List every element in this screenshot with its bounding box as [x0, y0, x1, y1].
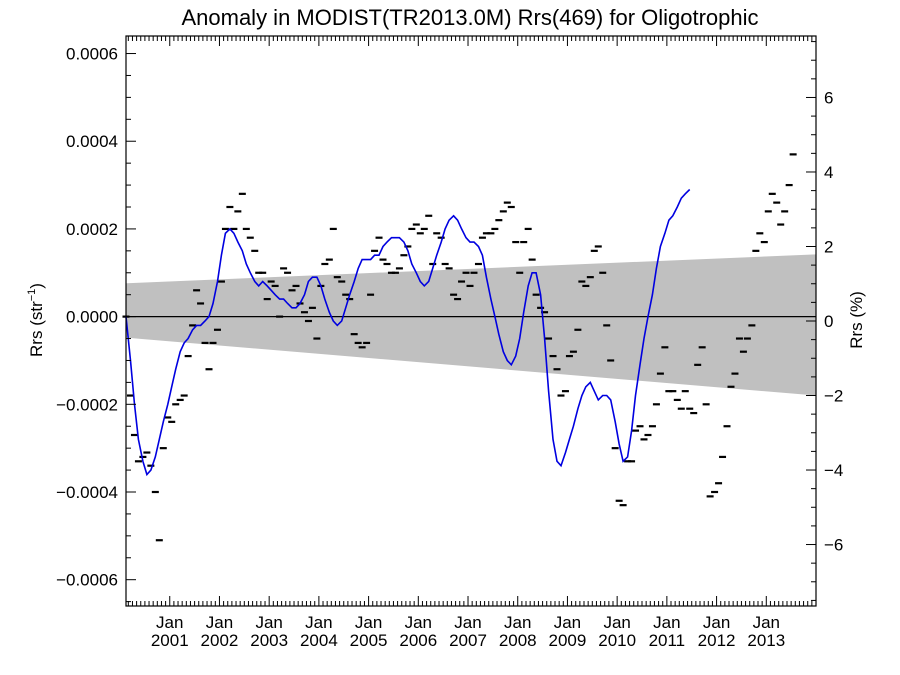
right-tick-label: 6	[824, 88, 833, 107]
left-axis-label-close: )	[27, 283, 46, 289]
left-tick-label: 0.0002	[66, 220, 118, 239]
monthly-anomaly-markers	[122, 153, 797, 542]
left-tick-label: 0.0000	[66, 308, 118, 327]
x-tick-year-label: 2002	[201, 631, 239, 650]
left-tick-label: −0.0004	[56, 483, 118, 502]
x-tick-year-label: 2013	[747, 631, 785, 650]
left-axis-label: Rrs (str−1)	[26, 283, 46, 357]
x-tick-year-label: 2004	[300, 631, 338, 650]
x-tick-month-label: Jan	[355, 613, 382, 632]
left-axis-label-superscript: −1	[26, 289, 38, 302]
x-tick-year-label: 2006	[399, 631, 437, 650]
chart-title: Anomaly in MODIST(TR2013.0M) Rrs(469) fo…	[181, 5, 758, 30]
x-tick-month-label: Jan	[156, 613, 183, 632]
left-tick-label: −0.0002	[56, 395, 118, 414]
x-tick-month-label: Jan	[405, 613, 432, 632]
right-tick-label: −2	[824, 387, 843, 406]
x-tick-year-label: 2001	[151, 631, 189, 650]
right-tick-label: 0	[824, 312, 833, 331]
x-tick-month-label: Jan	[603, 613, 630, 632]
x-tick-month-label: Jan	[653, 613, 680, 632]
right-tick-label: −6	[824, 536, 843, 555]
uncertainty-band-layer	[126, 254, 816, 396]
x-tick-year-label: 2011	[649, 631, 686, 650]
x-tick-year-label: 2007	[449, 631, 487, 650]
x-tick-month-label: Jan	[255, 613, 282, 632]
x-tick-month-label: Jan	[206, 613, 233, 632]
right-tick-label: 2	[824, 237, 833, 256]
right-tick-label: −4	[824, 461, 843, 480]
x-tick-month-label: Jan	[504, 613, 531, 632]
left-tick-label: 0.0006	[66, 45, 118, 64]
left-axis-label-main: Rrs (str	[27, 301, 46, 357]
left-tick-label: 0.0004	[66, 132, 118, 151]
x-tick-month-label: Jan	[703, 613, 730, 632]
right-axis-label: Rrs (%)	[847, 291, 866, 349]
x-tick-year-label: 2003	[250, 631, 288, 650]
x-tick-month-label: Jan	[305, 613, 332, 632]
x-tick-year-label: 2010	[598, 631, 636, 650]
right-axis-ticks: 6 4 2 0 −2 −4 −6	[806, 41, 843, 601]
uncertainty-band	[126, 254, 816, 396]
x-tick-year-label: 2012	[698, 631, 736, 650]
x-tick-month-label: Jan	[753, 613, 780, 632]
smoothed-line	[125, 188, 691, 477]
x-tick-month-label: Jan	[554, 613, 581, 632]
x-tick-year-label: 2009	[549, 631, 587, 650]
left-tick-label: −0.0006	[56, 571, 118, 590]
x-axis-ticks: Jan2001Jan2002Jan2003Jan2004Jan2005Jan20…	[127, 36, 817, 650]
x-tick-month-label: Jan	[454, 613, 481, 632]
x-tick-year-label: 2005	[350, 631, 388, 650]
x-tick-year-label: 2008	[499, 631, 537, 650]
right-tick-label: 4	[824, 163, 833, 182]
left-axis-ticks: 0.0006 0.0004 0.0002 0.0000 −0.0002 −0.0004 −0…	[56, 45, 136, 603]
